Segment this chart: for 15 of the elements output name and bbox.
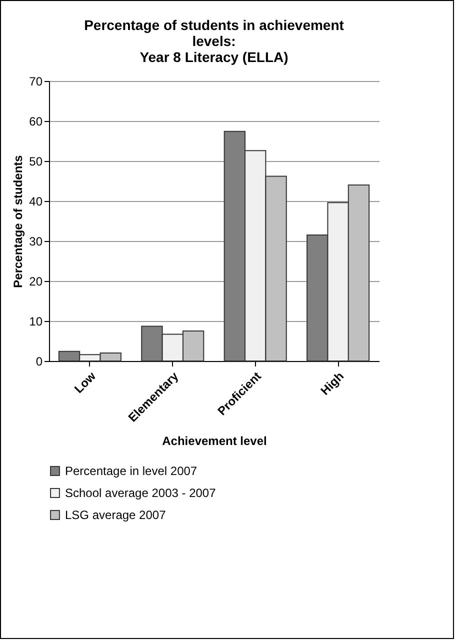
y-axis-title: Percentage of students [11, 154, 26, 288]
legend-label: School average 2003 - 2007 [65, 486, 216, 500]
y-tick-label: 0 [36, 354, 43, 368]
y-tick-label: 10 [29, 314, 43, 328]
legend-label: Percentage in level 2007 [65, 464, 198, 478]
y-tick-label: 20 [29, 274, 43, 288]
y-tick-label: 50 [29, 154, 43, 168]
y-tick-label: 40 [29, 194, 43, 208]
y-tick-label: 60 [29, 114, 43, 128]
x-axis-title: Achievement level [162, 434, 267, 448]
y-tick-label: 30 [29, 234, 43, 248]
y-tick-label: 70 [29, 74, 43, 88]
chart-title: Percentage of students in achievement levels: [84, 17, 344, 49]
legend-label: LSG average 2007 [65, 508, 166, 522]
chart-subtitle: Year 8 Literacy (ELLA) [140, 49, 288, 65]
